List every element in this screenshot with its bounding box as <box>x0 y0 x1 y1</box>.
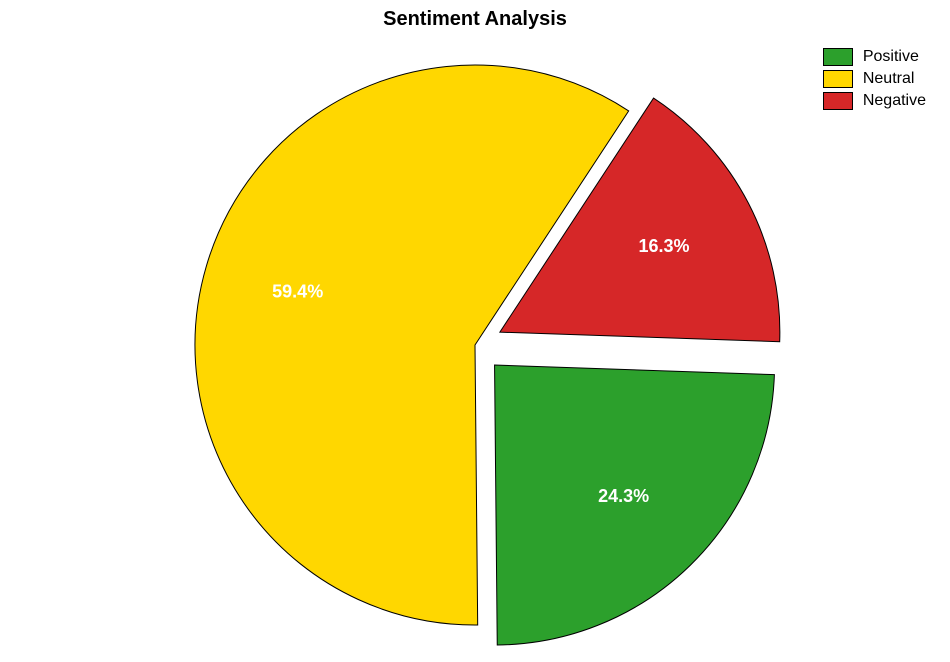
legend-swatch <box>823 70 853 88</box>
legend-swatch <box>823 92 853 110</box>
pie-chart-container: Sentiment Analysis 59.4%16.3%24.3% Posit… <box>0 0 950 662</box>
legend-item: Neutral <box>823 70 926 88</box>
legend: Positive Neutral Negative <box>823 48 926 114</box>
legend-label: Negative <box>863 92 926 110</box>
slice-label-neutral: 59.4% <box>272 282 323 302</box>
legend-label: Neutral <box>863 70 915 88</box>
pie-svg: 59.4% 16.3% 24.3% <box>0 0 950 662</box>
slice-label-positive: 24.3% <box>598 486 649 506</box>
legend-label: Positive <box>863 48 919 66</box>
slice-label-negative: 16.3% <box>638 236 689 256</box>
legend-item: Negative <box>823 92 926 110</box>
legend-item: Positive <box>823 48 926 66</box>
legend-swatch <box>823 48 853 66</box>
